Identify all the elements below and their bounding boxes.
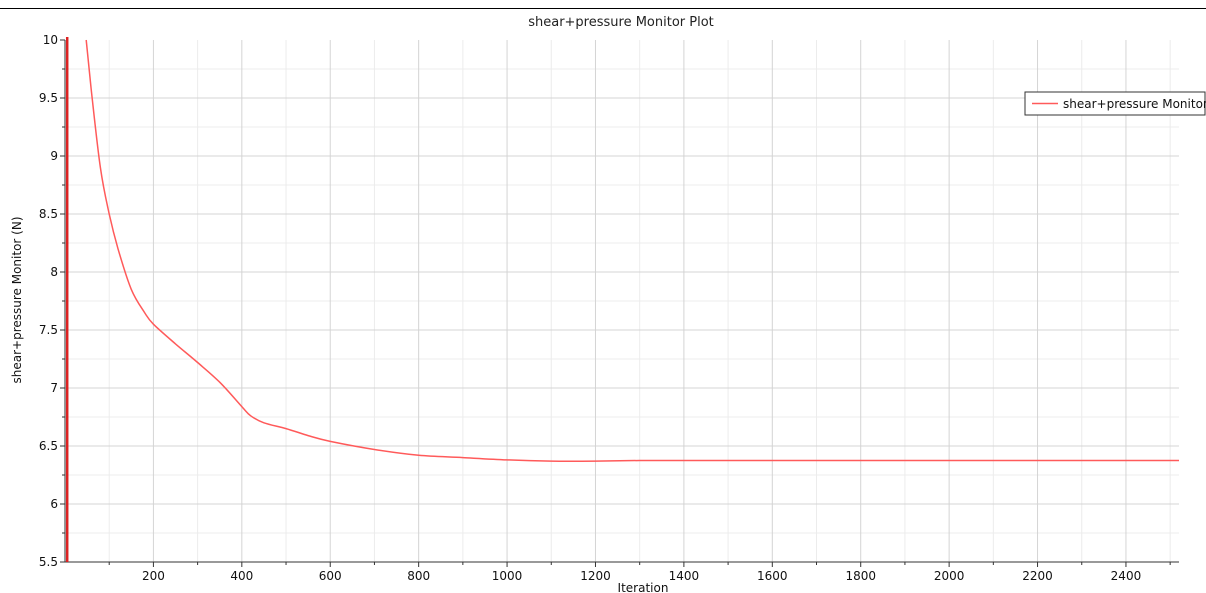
x-axis-label: Iteration [618,581,669,593]
x-tick-label: 600 [319,569,342,583]
x-tick-label: 2200 [1022,569,1053,583]
x-axis-ticks: 200 400 600 800 1000 1200 1400 1600 1800 2000 2200… [108,562,1171,583]
x-tick-label: 1000 [492,569,523,583]
top-border-line [0,8,1206,9]
y-tick-label: 7 [50,381,58,395]
legend-box [1024,91,1206,116]
x-tick-label: 200 [142,569,165,583]
legend-label: shear+pressure Monitor [1063,97,1206,111]
y-tick-label: 7.5 [39,323,58,337]
y-axis-ticks: 5.5 6 6.5 7 7.5 8 8.5 9 9.5 10 [39,33,65,569]
chart-title: shear+pressure Monitor Plot [528,15,714,30]
y-axis-label: shear+pressure Monitor (N) [10,217,24,384]
major-grid [65,40,1179,562]
y-tick-label: 8 [50,265,58,279]
minor-grid [65,40,1179,562]
x-tick-label: 2400 [1111,569,1142,583]
y-tick-label: 6.5 [39,439,58,453]
y-tick-label: 8.5 [39,207,58,221]
x-tick-label: 800 [407,569,430,583]
y-tick-label: 9 [50,149,58,163]
series-line [85,39,1179,462]
series-lines [65,37,1179,562]
y-tick-label: 6 [50,497,58,511]
y-tick-label: 5.5 [39,555,58,569]
y-tick-label: 9.5 [39,91,58,105]
x-tick-label: 1600 [757,569,788,583]
x-tick-label: 1800 [845,569,876,583]
x-tick-label: 400 [230,569,253,583]
x-tick-label: 1400 [669,569,700,583]
y-tick-label: 10 [43,33,58,47]
x-tick-label: 2000 [934,569,965,583]
x-tick-label: 1200 [580,569,611,583]
legend: shear+pressure Monitor [1024,91,1206,116]
